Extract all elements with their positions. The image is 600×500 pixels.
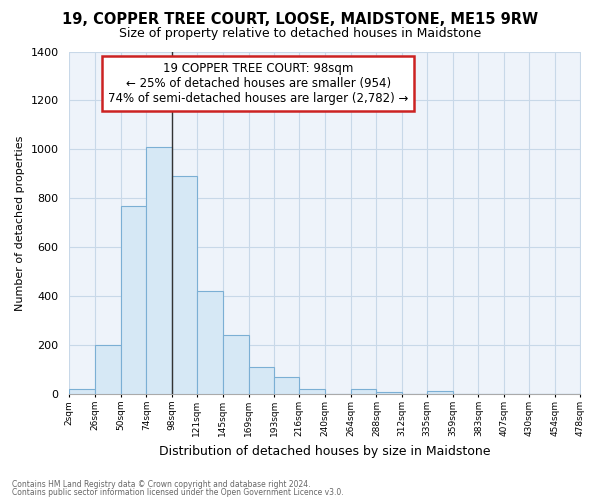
Bar xyxy=(146,147,172,394)
Text: Size of property relative to detached houses in Maidstone: Size of property relative to detached ho… xyxy=(119,28,481,40)
Bar xyxy=(274,377,299,394)
X-axis label: Distribution of detached houses by size in Maidstone: Distribution of detached houses by size … xyxy=(159,444,491,458)
Text: Contains public sector information licensed under the Open Government Licence v3: Contains public sector information licen… xyxy=(12,488,344,497)
Bar xyxy=(427,390,452,394)
Text: Contains HM Land Registry data © Crown copyright and database right 2024.: Contains HM Land Registry data © Crown c… xyxy=(12,480,311,489)
Bar xyxy=(172,176,197,394)
Bar xyxy=(299,390,325,394)
Bar xyxy=(95,346,121,394)
Bar xyxy=(69,390,95,394)
Bar xyxy=(223,336,248,394)
Bar xyxy=(376,392,402,394)
Bar xyxy=(121,206,146,394)
Bar xyxy=(248,368,274,394)
Bar xyxy=(197,292,223,394)
Text: 19 COPPER TREE COURT: 98sqm
← 25% of detached houses are smaller (954)
74% of se: 19 COPPER TREE COURT: 98sqm ← 25% of det… xyxy=(108,62,409,105)
Y-axis label: Number of detached properties: Number of detached properties xyxy=(15,135,25,310)
Bar xyxy=(350,390,376,394)
Text: 19, COPPER TREE COURT, LOOSE, MAIDSTONE, ME15 9RW: 19, COPPER TREE COURT, LOOSE, MAIDSTONE,… xyxy=(62,12,538,28)
